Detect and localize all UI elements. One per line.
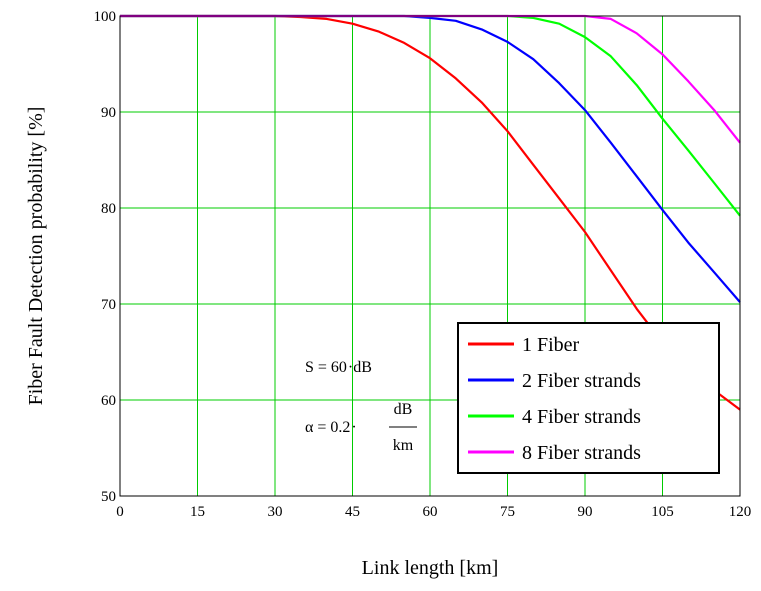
- x-tick-label: 30: [268, 504, 283, 520]
- y-tick-label: 80: [101, 201, 116, 217]
- x-tick-label: 105: [651, 504, 674, 520]
- annotation-alpha-dot: ·: [351, 419, 356, 436]
- x-tick-label: 15: [190, 504, 205, 520]
- annotation-source-power: S = 60·dB: [305, 359, 372, 376]
- annotation-s-dot: ·: [348, 359, 353, 376]
- grid: [120, 16, 740, 496]
- annotation-attenuation: α = 0.2· dB km: [305, 401, 417, 454]
- svg-text:α = 0.2·: α = 0.2·: [305, 419, 357, 436]
- y-tick-labels: 50 60 70 80 90 100: [94, 9, 117, 505]
- legend-label-2: 2 Fiber strands: [522, 370, 641, 392]
- x-axis-label: Link length [km]: [362, 557, 499, 579]
- legend-box: [457, 322, 720, 474]
- legend-label-1: 1 Fiber: [522, 334, 580, 356]
- svg-text:S = 60·dB: S = 60·dB: [305, 359, 372, 376]
- y-tick-label: 100: [94, 9, 117, 25]
- legend-label-3: 4 Fiber strands: [522, 406, 641, 428]
- y-tick-label: 70: [101, 297, 116, 313]
- y-tick-label: 60: [101, 393, 116, 409]
- annotation-alpha-numerator: dB: [394, 401, 413, 418]
- plot-frame: [119, 15, 741, 497]
- annotation-s-unit: dB: [353, 359, 372, 376]
- x-tick-label: 90: [578, 504, 593, 520]
- annotation-alpha-denominator: km: [393, 437, 414, 454]
- x-tick-labels: 0 15 30 45 60 75 90 105 120: [116, 504, 751, 520]
- x-tick-label: 60: [423, 504, 438, 520]
- x-tick-label: 120: [729, 504, 752, 520]
- x-tick-label: 0: [116, 504, 124, 520]
- y-tick-label: 50: [101, 489, 116, 505]
- y-tick-label: 90: [101, 105, 116, 121]
- annotation-alpha-prefix: α = 0.2: [305, 419, 350, 436]
- x-tick-label: 75: [500, 504, 515, 520]
- y-axis-label: Fiber Fault Detection probability [%]: [25, 107, 47, 406]
- axes: [119, 15, 741, 497]
- legend: 1 Fiber 2 Fiber strands 4 Fiber strands 8 F…: [457, 322, 720, 474]
- annotation-s-prefix: S = 60: [305, 359, 347, 376]
- legend-label-4: 8 Fiber strands: [522, 442, 641, 464]
- x-tick-label: 45: [345, 504, 360, 520]
